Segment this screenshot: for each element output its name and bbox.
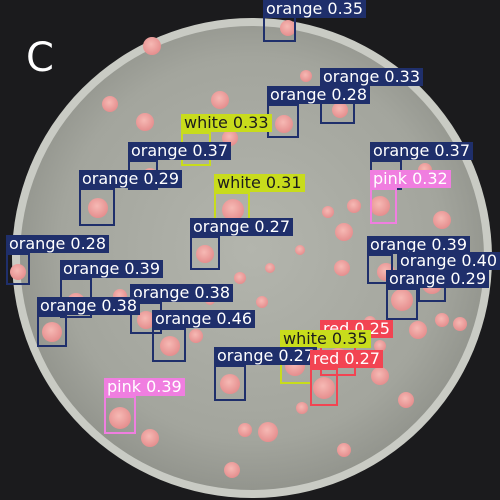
colony [211, 91, 229, 109]
colony [143, 37, 161, 55]
colony [189, 329, 203, 343]
detection-label-red: red 0.27 [310, 350, 383, 368]
colony [435, 313, 449, 327]
colony [371, 367, 389, 385]
detection-label-orange: orange 0.37 [370, 142, 474, 160]
colony [295, 245, 305, 255]
detection-box-red [310, 368, 338, 406]
colony [141, 429, 159, 447]
detection-label-pink: pink 0.39 [104, 378, 185, 396]
detection-box-orange [152, 328, 186, 362]
detection-label-orange: orange 0.46 [152, 310, 256, 328]
detection-label-white: white 0.35 [280, 330, 371, 348]
detection-box-orange [190, 236, 220, 270]
colony [300, 70, 312, 82]
detection-label-orange: orange 0.29 [79, 170, 183, 188]
colony [332, 102, 348, 118]
colony [234, 272, 246, 284]
detection-box-pink [370, 188, 397, 224]
detection-box-orange [6, 253, 30, 285]
colony [280, 20, 296, 36]
colony [136, 113, 154, 131]
colony [313, 377, 335, 399]
detection-label-white: white 0.31 [214, 174, 305, 192]
colony [409, 321, 427, 339]
panel-letter: C [26, 35, 54, 81]
detection-label-orange: orange 0.27 [190, 218, 294, 236]
colony [42, 322, 62, 342]
detection-box-orange [79, 188, 115, 226]
colony [322, 206, 334, 218]
detection-box-orange [386, 288, 418, 320]
detection-label-pink: pink 0.32 [370, 170, 451, 188]
detection-label-orange: orange 0.33 [320, 68, 424, 86]
detection-label-orange: orange 0.39 [367, 236, 471, 254]
colony [10, 264, 26, 280]
colony [370, 196, 390, 216]
colony [238, 423, 252, 437]
colony [334, 260, 350, 276]
colony [335, 223, 353, 241]
colony [256, 296, 268, 308]
detection-label-orange: orange 0.29 [386, 270, 490, 288]
colony [265, 263, 275, 273]
detection-box-orange [263, 14, 296, 42]
colony [137, 311, 155, 329]
detection-label-orange: orange 0.27 [214, 347, 318, 365]
colony [222, 199, 244, 221]
detection-label-orange: orange 0.40 [397, 252, 500, 270]
colony [453, 317, 467, 331]
colony [220, 374, 240, 394]
colony [109, 407, 131, 429]
detection-label-white: white 0.33 [181, 114, 272, 132]
colony [374, 340, 386, 352]
detection-label-orange: orange 0.28 [6, 235, 110, 253]
detection-label-orange: orange 0.38 [130, 284, 234, 302]
detection-label-orange: orange 0.35 [263, 0, 367, 18]
colony [337, 443, 351, 457]
detection-box-orange [267, 104, 299, 138]
colony [398, 392, 414, 408]
colony [160, 336, 180, 356]
colony [391, 289, 413, 311]
detection-box-orange [214, 365, 246, 401]
colony [102, 96, 118, 112]
colony [224, 462, 240, 478]
colony [347, 199, 361, 213]
detection-label-orange: orange 0.37 [128, 142, 232, 160]
detection-box-pink [104, 396, 136, 434]
colony [433, 211, 451, 229]
detection-label-orange: orange 0.28 [267, 86, 371, 104]
colony [196, 245, 214, 263]
colony [296, 402, 308, 414]
detection-box-orange [37, 315, 67, 347]
detection-box-orange [367, 254, 393, 284]
detection-label-orange: orange 0.38 [37, 297, 141, 315]
colony [88, 198, 108, 218]
colony [258, 422, 278, 442]
colony [275, 115, 293, 133]
detection-label-orange: orange 0.39 [60, 260, 164, 278]
